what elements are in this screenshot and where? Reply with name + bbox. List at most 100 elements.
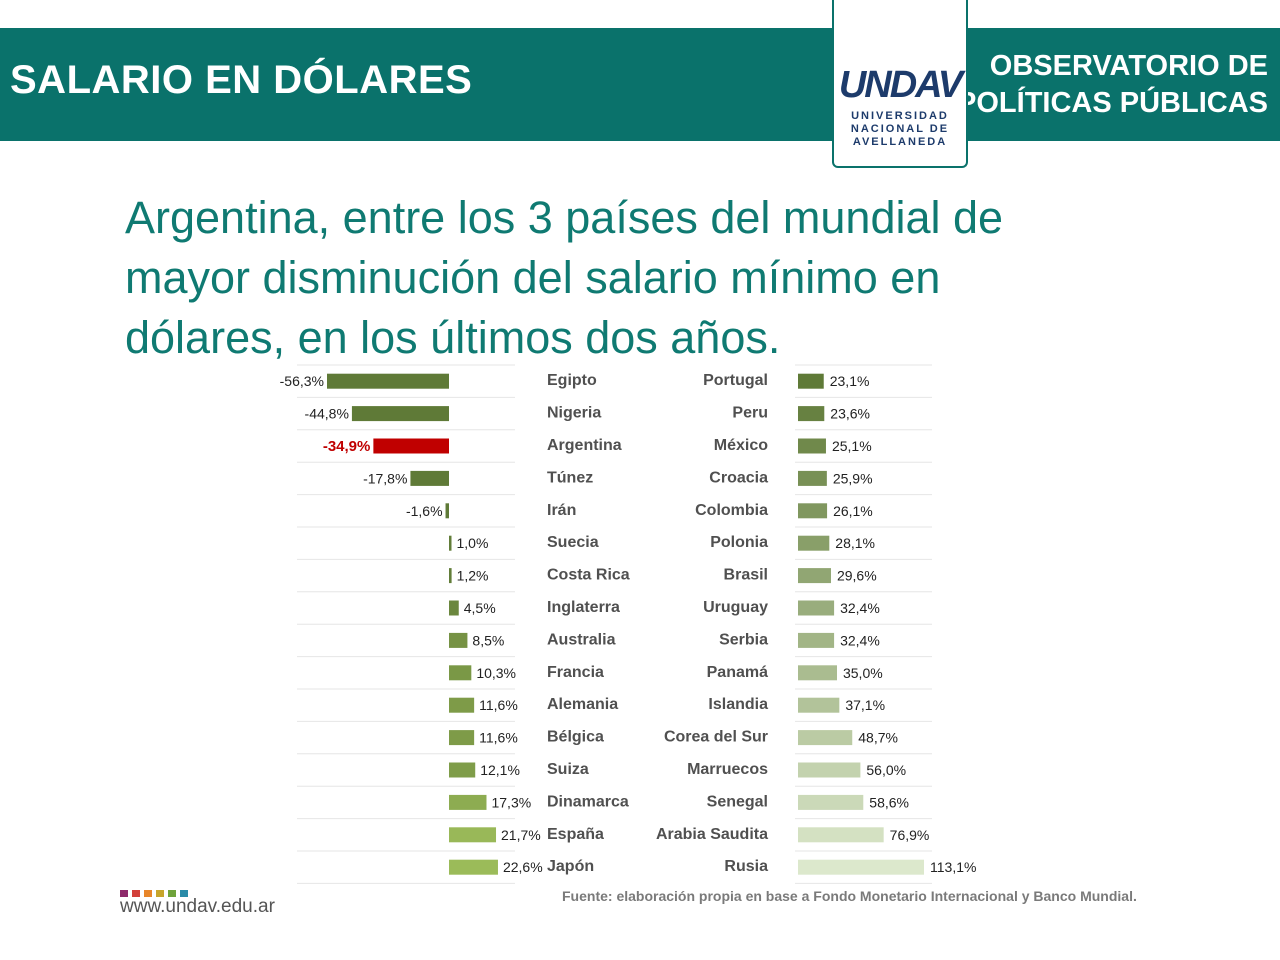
bar xyxy=(798,568,831,584)
bar xyxy=(798,794,864,810)
data-label: -34,9% xyxy=(323,438,371,455)
bar xyxy=(798,827,884,843)
data-label: 21,7% xyxy=(501,827,541,843)
bar xyxy=(798,665,837,681)
headline: Argentina, entre los 3 países del mundia… xyxy=(125,192,1004,363)
category-label: Islandia xyxy=(708,696,768,713)
header-bar xyxy=(0,28,1280,141)
bar xyxy=(798,373,824,389)
bar xyxy=(449,600,459,616)
category-label: Suecia xyxy=(547,534,599,551)
bar xyxy=(410,470,449,486)
bar xyxy=(798,535,830,551)
data-label: 32,4% xyxy=(840,600,880,616)
category-label: Serbia xyxy=(719,631,768,648)
data-label: 12,1% xyxy=(480,762,520,778)
category-label: Colombia xyxy=(695,502,768,519)
bar xyxy=(327,373,449,389)
category-label: Dinamarca xyxy=(547,793,629,810)
category-label: Peru xyxy=(732,405,768,422)
bar xyxy=(798,762,861,778)
data-label: -1,6% xyxy=(406,503,443,519)
category-label: Croacia xyxy=(709,469,768,486)
data-label: 29,6% xyxy=(837,568,877,584)
category-label: Senegal xyxy=(707,793,768,810)
logo-mark: UNDAV xyxy=(838,64,963,106)
data-label: -17,8% xyxy=(363,470,407,486)
category-label: México xyxy=(714,437,768,454)
bar xyxy=(798,600,835,616)
data-label: 76,9% xyxy=(890,827,930,843)
data-label: 26,1% xyxy=(833,503,873,519)
brand-dot-2 xyxy=(144,890,152,897)
data-label: 35,0% xyxy=(843,665,883,681)
source-note: Fuente: elaboración propia en base a Fon… xyxy=(562,888,1137,904)
bar xyxy=(449,632,468,648)
bar xyxy=(449,697,475,713)
bar xyxy=(798,730,853,746)
data-label: 22,6% xyxy=(503,859,543,875)
category-label: Brasil xyxy=(724,567,768,584)
category-label: Nigeria xyxy=(547,405,601,422)
bar xyxy=(449,535,452,551)
data-label: 32,4% xyxy=(840,632,880,648)
data-label: 1,2% xyxy=(457,568,489,584)
brand-dot-4 xyxy=(168,890,176,897)
category-label: Panamá xyxy=(707,664,768,681)
bar xyxy=(449,730,475,746)
bar xyxy=(351,406,449,422)
bar xyxy=(445,503,449,519)
category-label: Bélgica xyxy=(547,729,604,746)
bar xyxy=(798,438,826,454)
bar xyxy=(798,697,840,713)
bar xyxy=(798,632,835,648)
bar xyxy=(449,827,497,843)
category-label: Túnez xyxy=(547,469,593,486)
category-label: Marruecos xyxy=(687,761,768,778)
category-label: Alemania xyxy=(547,696,618,713)
logo-text-line-2: NACIONAL DE xyxy=(850,123,950,135)
category-label: Argentina xyxy=(547,437,622,454)
brand-dot-3 xyxy=(156,890,164,897)
undav-logo: UNDAV UNIVERSIDAD NACIONAL DE AVELLANEDA xyxy=(832,0,968,168)
category-label: Francia xyxy=(547,664,604,681)
bar xyxy=(449,568,452,584)
logo-text-line-1: UNIVERSIDAD xyxy=(851,110,949,122)
footer-url: www.undav.edu.ar xyxy=(120,896,275,917)
category-label: Inglaterra xyxy=(547,599,620,616)
bar xyxy=(449,859,498,875)
category-label: Uruguay xyxy=(703,599,768,616)
brand-dot-1 xyxy=(132,890,140,897)
data-label: 58,6% xyxy=(869,794,909,810)
page-title: SALARIO EN DÓLARES xyxy=(10,58,473,102)
category-label: Irán xyxy=(547,502,576,519)
bar xyxy=(449,665,472,681)
data-label: 37,1% xyxy=(845,697,885,713)
category-label: España xyxy=(547,826,604,843)
observatory-line-2: POLÍTICAS PÚBLICAS xyxy=(957,87,1268,119)
category-label: Corea del Sur xyxy=(664,729,768,746)
brand-dot-0 xyxy=(120,890,128,897)
bar xyxy=(798,470,827,486)
data-label: 10,3% xyxy=(476,665,516,681)
category-label: Costa Rica xyxy=(547,567,630,584)
data-label: 17,3% xyxy=(491,794,531,810)
data-label: -56,3% xyxy=(280,373,324,389)
category-label: Polonia xyxy=(710,534,768,551)
bar xyxy=(798,859,924,875)
category-label: Australia xyxy=(547,631,616,648)
observatory-title: OBSERVATORIO DE POLÍTICAS PÚBLICAS xyxy=(957,48,1268,122)
brand-color-dots xyxy=(120,884,192,902)
data-label: 4,5% xyxy=(464,600,496,616)
category-label: Portugal xyxy=(703,372,768,389)
category-label: Japón xyxy=(547,858,594,875)
data-label: 56,0% xyxy=(866,762,906,778)
data-label: 11,6% xyxy=(479,730,518,746)
bar xyxy=(798,503,828,519)
data-label: 8,5% xyxy=(472,632,504,648)
bar xyxy=(449,762,476,778)
data-label: 113,1% xyxy=(930,859,976,875)
data-label: 25,9% xyxy=(833,470,873,486)
data-label: 25,1% xyxy=(832,438,872,454)
